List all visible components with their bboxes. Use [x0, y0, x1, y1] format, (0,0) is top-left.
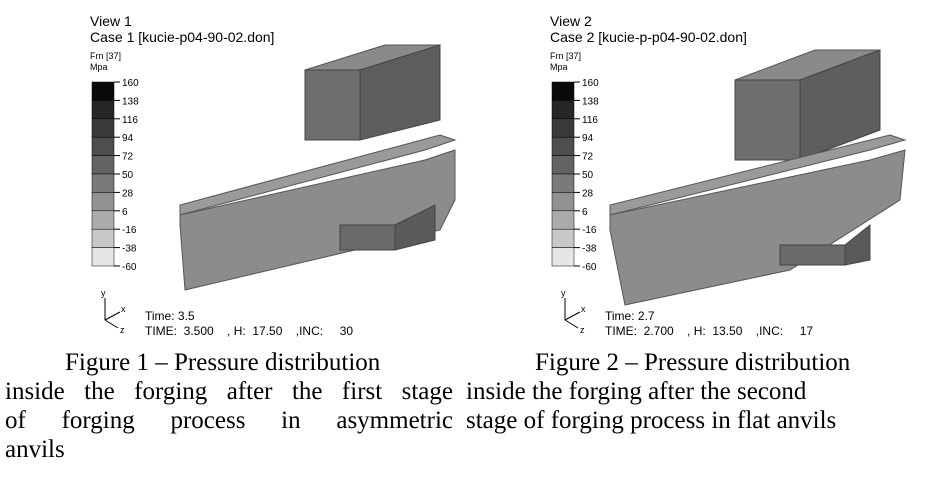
legend-label: 28: [122, 188, 134, 199]
time-line: TIME: 3.500 , H: 17.50 ,INC: 30: [145, 324, 353, 338]
axis-letter: z: [580, 325, 585, 335]
legend-label: 50: [122, 170, 134, 181]
legend-label: 50: [582, 170, 594, 181]
axis-x: [564, 311, 581, 321]
view-label: View 1: [90, 13, 132, 29]
legend-label: -60: [122, 262, 137, 273]
lower-anvil-front: [339, 224, 396, 251]
lower-anvil-side: [394, 204, 436, 251]
time-line: TIME: 2.700 , H: 13.50 ,INC: 17: [605, 324, 813, 338]
legend-swatch: [91, 228, 115, 248]
legend-swatch: [551, 228, 575, 248]
caption-line: anvils: [5, 436, 65, 463]
caption-line: stage of forging process in flat anvils: [466, 407, 837, 434]
legend-label: 138: [582, 96, 599, 107]
legend-swatch: [91, 247, 115, 267]
upper-anvil-front: [304, 69, 361, 141]
view-label: View 2: [550, 13, 592, 29]
legend-label: 6: [122, 207, 128, 218]
legend-swatch: [551, 192, 575, 212]
legend-label: -38: [122, 244, 137, 255]
axis-x: [104, 311, 121, 321]
legend-swatch: [551, 136, 575, 156]
legend-swatch: [91, 155, 115, 175]
forging-top: [179, 134, 457, 216]
legend-swatch: [91, 136, 115, 156]
legend-swatch: [91, 210, 115, 230]
case-label: Case 1 [kucie-p04-90-02.don]: [90, 29, 274, 45]
legend-swatch: [551, 100, 575, 120]
legend-label: -38: [582, 244, 597, 255]
axis-letter: y: [561, 288, 566, 298]
legend-swatch: [91, 118, 115, 138]
time-short: Time: 2.7: [605, 309, 655, 323]
legend-swatch: [551, 247, 575, 267]
upper-anvil-front: [734, 79, 801, 161]
axis-letter: x: [581, 304, 586, 314]
lower-anvil-side: [844, 223, 871, 266]
legend-swatch: [91, 100, 115, 120]
legend-label: 6: [582, 207, 588, 218]
legend-label: -60: [582, 262, 597, 273]
legend-swatch: [91, 192, 115, 212]
axis-z: [564, 319, 579, 329]
axis-letter: z: [120, 325, 125, 335]
axis-letter: y: [101, 288, 106, 298]
legend-swatch: [551, 173, 575, 193]
legend-label: 138: [122, 96, 139, 107]
caption-line: inside the forging after the second: [466, 378, 807, 405]
legend-swatch: [91, 173, 115, 193]
legend-label: 116: [122, 115, 138, 126]
legend-title: Frn [37]: [90, 51, 121, 61]
axis-z: [104, 319, 119, 329]
legend-title: Mpa: [550, 62, 568, 72]
legend-title: Mpa: [90, 62, 108, 72]
forging: [609, 149, 906, 306]
caption-line: Figure 2 – Pressure distribution: [535, 349, 851, 376]
legend-label: 116: [582, 115, 598, 126]
legend-title: Frn [37]: [550, 51, 581, 61]
upper-anvil-side: [799, 49, 881, 161]
legend-swatch: [91, 81, 115, 101]
legend-label: -16: [582, 225, 597, 236]
legend-label: 94: [122, 133, 134, 144]
caption-line: Figure 1 – Pressure distribution: [65, 349, 381, 376]
legend-label: 28: [582, 188, 594, 199]
legend-label: -16: [122, 225, 137, 236]
caption-line: inside the forging after the first stage: [5, 378, 453, 405]
axis-letter: x: [121, 304, 126, 314]
legend-label: 94: [582, 133, 594, 144]
time-short: Time: 3.5: [145, 309, 195, 323]
caption-line: of forging process in asymmetric: [5, 407, 453, 434]
legend-label: 72: [582, 152, 594, 163]
legend-swatch: [551, 118, 575, 138]
upper-anvil-side: [359, 44, 441, 141]
forging: [179, 149, 456, 291]
lower-anvil-front: [779, 244, 846, 266]
forging-top: [609, 134, 907, 216]
legend-swatch: [551, 210, 575, 230]
legend-label: 160: [582, 78, 599, 89]
legend-label: 160: [122, 78, 139, 89]
legend-swatch: [551, 81, 575, 101]
legend-label: 72: [122, 152, 134, 163]
legend-swatch: [551, 155, 575, 175]
case-label: Case 2 [kucie-p-p04-90-02.don]: [550, 29, 747, 45]
